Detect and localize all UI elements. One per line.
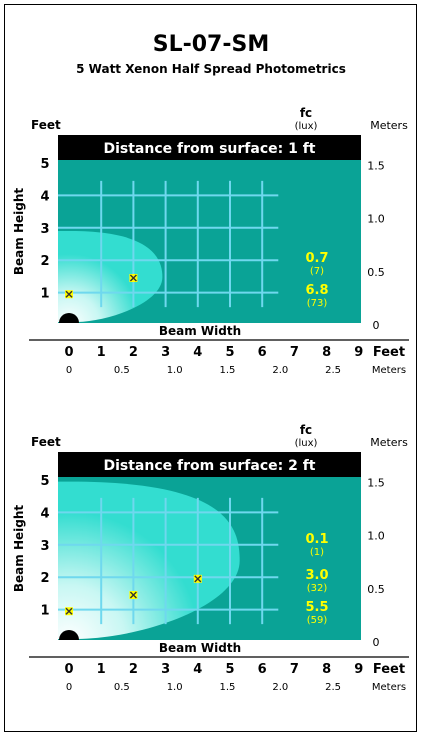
x-tick-feet: 0: [64, 345, 73, 360]
x-tick-meters: 2.5: [325, 682, 341, 693]
chart-title: Distance from surface: 2 ft: [103, 458, 315, 474]
y-tick-feet: 3: [40, 539, 49, 554]
x-tick-meters: 1.5: [220, 682, 236, 693]
x-tick-feet: 6: [258, 345, 267, 360]
chart-1ft: Feet fc(lux) Meters Distance from surface: …: [12, 106, 409, 376]
x-tick-feet: 0: [64, 662, 73, 677]
x-unit-meters: Meters: [372, 365, 406, 376]
x-axis-label: Beam Width: [159, 641, 241, 655]
chart-2ft: Feet fc(lux) Meters Distance from surface: …: [12, 423, 409, 693]
x-tick-meters: 1.0: [167, 682, 183, 693]
x-tick-feet: 2: [129, 662, 138, 677]
y-tick-feet: 1: [40, 287, 49, 302]
beam-area: [58, 231, 163, 322]
x-tick-feet: 9: [354, 345, 363, 360]
y-tick-feet: 3: [40, 222, 49, 237]
illuminance-fc: 0.1: [305, 532, 328, 547]
y-tick-feet: 4: [40, 506, 49, 521]
illuminance-lux: (73): [307, 298, 328, 309]
x-tick-meters: 2.5: [325, 365, 341, 376]
page-subtitle: 5 Watt Xenon Half Spread Photometrics: [76, 62, 346, 76]
y-tick-feet: 5: [40, 474, 49, 489]
chart-title: Distance from surface: 1 ft: [103, 141, 315, 157]
left-axis-title: Feet: [31, 118, 61, 132]
illuminance-lux: (59): [307, 615, 328, 626]
illuminance-lux: (1): [310, 547, 324, 558]
x-tick-feet: 7: [290, 345, 299, 360]
y-tick-feet: 1: [40, 604, 49, 619]
x-tick-meters: 2.0: [272, 682, 288, 693]
x-tick-meters: 0: [66, 365, 72, 376]
y-tick-meters: 1.0: [367, 530, 385, 543]
fc-title: fc: [300, 106, 312, 120]
illuminance-fc: 5.5: [305, 600, 328, 615]
x-tick-feet: 4: [193, 345, 202, 360]
page-title: SL-07-SM: [153, 32, 269, 57]
x-tick-feet: 1: [97, 662, 106, 677]
y-tick-meters: 0: [373, 636, 380, 649]
x-tick-feet: 9: [354, 662, 363, 677]
x-tick-feet: 5: [225, 345, 234, 360]
chart-header-bar: [58, 452, 361, 477]
y-tick-feet: 2: [40, 571, 49, 586]
illuminance-lux: (32): [307, 583, 328, 594]
light-source-icon: [59, 313, 79, 323]
measurement-marker-x: [65, 607, 73, 615]
x-tick-meters: 0: [66, 682, 72, 693]
y-tick-meters: 1.5: [367, 477, 385, 490]
document-frame: SL-07-SM 5 Watt Xenon Half Spread Photom…: [4, 4, 417, 732]
lux-title: (lux): [295, 121, 318, 132]
x-unit-feet: Feet: [373, 345, 405, 360]
x-tick-meters: 0.5: [114, 365, 130, 376]
lux-title: (lux): [295, 438, 318, 449]
illuminance-lux: (7): [310, 266, 324, 277]
y-tick-feet: 4: [40, 189, 49, 204]
x-tick-meters: 1.5: [220, 365, 236, 376]
illuminance-fc: 0.7: [305, 251, 328, 266]
right-axis-title: Meters: [370, 119, 408, 132]
x-tick-feet: 3: [161, 662, 170, 677]
right-axis-title: Meters: [370, 436, 408, 449]
y-axis-label: Beam Height: [12, 188, 26, 275]
measurement-marker-x: [129, 274, 137, 282]
x-tick-feet: 4: [193, 662, 202, 677]
measurement-marker-x: [65, 290, 73, 298]
light-source-icon: [59, 630, 79, 640]
x-tick-feet: 1: [97, 345, 106, 360]
x-tick-meters: 0.5: [114, 682, 130, 693]
x-tick-feet: 8: [322, 345, 331, 360]
x-tick-feet: 8: [322, 662, 331, 677]
x-tick-meters: 1.0: [167, 365, 183, 376]
y-tick-meters: 0.5: [367, 266, 385, 279]
x-tick-feet: 3: [161, 345, 170, 360]
x-tick-feet: 5: [225, 662, 234, 677]
x-axis-label: Beam Width: [159, 324, 241, 338]
y-tick-feet: 2: [40, 254, 49, 269]
chart-header-bar: [58, 135, 361, 160]
illuminance-fc: 6.8: [305, 283, 328, 298]
y-tick-meters: 0: [373, 319, 380, 332]
fc-title: fc: [300, 423, 312, 437]
left-axis-title: Feet: [31, 435, 61, 449]
x-unit-meters: Meters: [372, 682, 406, 693]
y-tick-meters: 1.0: [367, 213, 385, 226]
beam-area: [58, 481, 240, 639]
measurement-marker-x: [194, 575, 202, 583]
x-tick-feet: 2: [129, 345, 138, 360]
y-tick-feet: 5: [40, 157, 49, 172]
y-axis-label: Beam Height: [12, 505, 26, 592]
x-tick-feet: 7: [290, 662, 299, 677]
illuminance-fc: 3.0: [305, 568, 328, 583]
x-tick-meters: 2.0: [272, 365, 288, 376]
x-tick-feet: 6: [258, 662, 267, 677]
photometrics-sheet: SL-07-SM 5 Watt Xenon Half Spread Photom…: [12, 32, 409, 693]
x-unit-feet: Feet: [373, 662, 405, 677]
measurement-marker-x: [129, 591, 137, 599]
y-tick-meters: 1.5: [367, 160, 385, 173]
y-tick-meters: 0.5: [367, 583, 385, 596]
